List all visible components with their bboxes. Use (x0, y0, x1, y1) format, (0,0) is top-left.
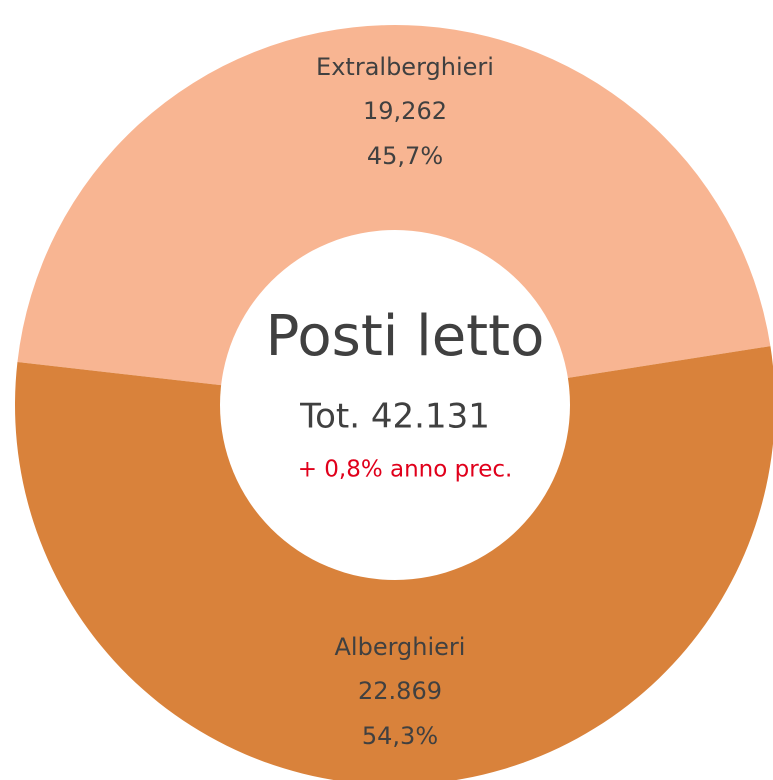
chart-subtitle: Tot. 42.131 (299, 397, 490, 437)
chart-title: Posti letto (266, 304, 545, 369)
category-label: Extralberghieri (316, 53, 494, 81)
percentage-label: 54,3% (362, 722, 438, 750)
category-label: Alberghieri (335, 633, 466, 661)
annotation: + 0,8% anno prec. (298, 457, 513, 483)
percentage-label: 45,7% (367, 142, 443, 170)
donut-hole (220, 230, 570, 580)
wedge (17, 24, 771, 405)
value-label: 19,262 (363, 97, 447, 125)
value-label: 22.869 (358, 677, 442, 705)
